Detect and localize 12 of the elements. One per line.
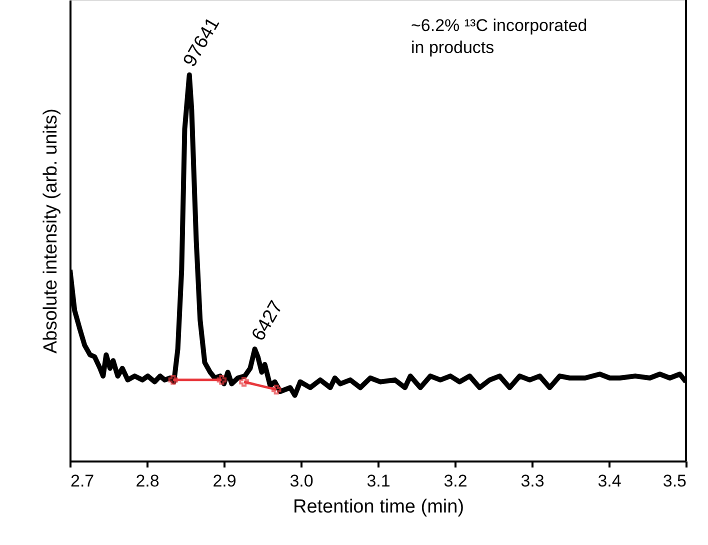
x-tick-label: 3.3	[520, 472, 544, 490]
x-tick-label: 2.7	[70, 472, 94, 490]
x-tick-label: 2.8	[136, 472, 160, 490]
x-tick-label: 3.5	[662, 472, 686, 490]
x-tick-label: 3.0	[290, 472, 314, 490]
y-axis-title: Absolute intensity (arb. units)	[40, 108, 62, 354]
x-tick-label: 3.1	[366, 472, 390, 490]
x-axis-title: Retention time (min)	[292, 496, 464, 518]
x-tick-label: 3.2	[444, 472, 468, 490]
x-tick-label: 3.4	[598, 472, 622, 490]
x-tick-label: 2.9	[212, 472, 236, 490]
text: ~6.2% ¹³C incorporated in products	[411, 16, 588, 57]
